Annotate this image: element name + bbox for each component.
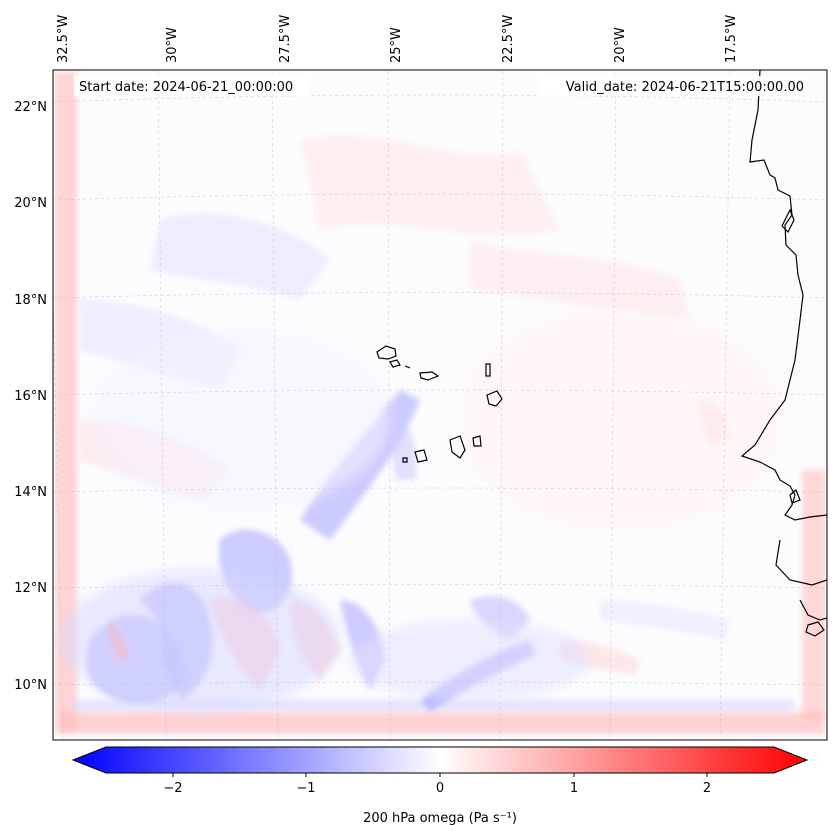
longitude-labels: 32.5°W 30°W 27.5°W 25°W 22.5°W 20°W 17.5…	[56, 15, 739, 63]
colorbar: −2 −1 0 1 2 200 hPa omega (Pa s⁻¹)	[71, 746, 809, 826]
lat-label: 10°N	[14, 678, 47, 693]
graticule	[53, 70, 827, 740]
colorbar-label: 200 hPa omega (Pa s⁻¹)	[363, 811, 517, 826]
lon-label: 32.5°W	[56, 15, 71, 63]
lat-label: 20°N	[14, 196, 47, 211]
latitude-labels: 22°N 20°N 18°N 16°N 14°N 12°N 10°N	[14, 100, 47, 693]
colorbar-tick-label: 1	[570, 781, 578, 796]
lat-label: 16°N	[14, 389, 47, 404]
lat-label: 14°N	[14, 485, 47, 500]
lat-label: 22°N	[14, 100, 47, 115]
lat-label: 12°N	[14, 581, 47, 596]
start-label-box	[74, 76, 309, 96]
colorbar-tick-label: 2	[703, 781, 711, 796]
colorbar-tick-label: −2	[163, 781, 182, 796]
start-date-label: Start date: 2024-06-21_00:00:00	[79, 80, 293, 95]
omega-field-broad	[60, 310, 780, 710]
map-frame	[52, 69, 828, 741]
valid-date-label: Valid_date: 2024-06-21T15:00:00.00	[566, 80, 804, 95]
lon-label: 20°W	[613, 27, 628, 63]
colorbar-gradient	[71, 746, 809, 774]
colorbar-tick-label: 0	[436, 781, 444, 796]
lon-label: 17.5°W	[724, 15, 739, 63]
colorbar-tick-label: −1	[296, 781, 315, 796]
coastlines	[376, 70, 827, 637]
colorbar-ticks	[172, 773, 708, 777]
lat-label: 18°N	[14, 293, 47, 308]
map-panel: Start date: 2024-06-21_00:00:00 Valid_da…	[53, 70, 827, 740]
lon-label: 30°W	[165, 27, 180, 63]
lon-label: 22.5°W	[501, 15, 516, 63]
cape-verde-islands	[376, 345, 503, 463]
west-africa-coastline	[740, 70, 827, 621]
valid-label-box	[540, 76, 808, 96]
lon-label: 25°W	[389, 27, 404, 63]
lon-label: 27.5°W	[278, 15, 293, 63]
